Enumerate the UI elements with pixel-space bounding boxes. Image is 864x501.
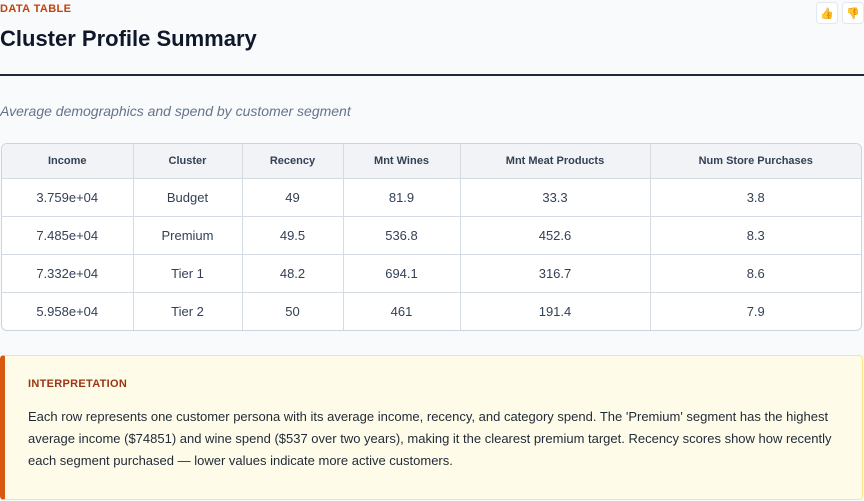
table-cell-mnt-wines: 536.8 <box>343 216 461 255</box>
table-cell-mnt-wines: 81.9 <box>343 178 461 217</box>
table-cell-income: 7.332e+04 <box>2 254 134 293</box>
table-cell-num-store-purchases: 7.9 <box>746 304 765 319</box>
table-cell-mnt-meat-products: 33.3 <box>460 178 651 217</box>
thumbs-up-button[interactable]: 👍 <box>816 2 838 24</box>
table-row: 5.958e+04 Tier 2 50 461 191.4 7.9 <box>2 292 861 330</box>
thumbs-up-icon: 👍 <box>820 6 834 20</box>
page-subtitle: Average demographics and spend by custom… <box>0 103 351 119</box>
title-divider <box>0 74 864 76</box>
column-header-income[interactable]: Income <box>2 144 134 179</box>
table-cell-cluster: Tier 1 <box>133 254 243 293</box>
table-row: 7.332e+04 Tier 1 48.2 694.1 316.7 8.6 <box>2 254 861 293</box>
page-title: Cluster Profile Summary <box>0 26 257 51</box>
table-cell-income: 5.958e+04 <box>2 292 134 330</box>
cluster-profile-table: Income Cluster Recency Mnt Wines Mnt Mea… <box>1 143 862 331</box>
table-cell-mnt-meat-products: 452.6 <box>460 216 651 255</box>
table-cell-recency: 50 <box>242 292 344 330</box>
feedback-buttons: 👍 👎 <box>816 2 864 24</box>
column-header-cluster[interactable]: Cluster <box>133 144 243 179</box>
table-cell-income: 3.759e+04 <box>2 178 134 217</box>
column-header-mnt-wines[interactable]: Mnt Wines <box>343 144 461 179</box>
table-cell-recency: 49.5 <box>242 216 344 255</box>
table-row: 7.485e+04 Premium 49.5 536.8 452.6 8.3 <box>2 216 861 255</box>
table-cell-recency: 48.2 <box>242 254 344 293</box>
table-cell-mnt-meat-products: 316.7 <box>460 254 651 293</box>
table-cell-recency: 49 <box>242 178 344 217</box>
table-cell-mnt-wines: 461 <box>343 292 461 330</box>
interpretation-label: INTERPRETATION <box>28 378 128 390</box>
table-cell-cluster: Budget <box>133 178 243 217</box>
table-cell-mnt-meat-products: 191.4 <box>460 292 651 330</box>
thumbs-down-icon: 👎 <box>846 6 860 20</box>
table-row: 3.759e+04 Budget 49 81.9 33.3 3.8 <box>2 178 861 217</box>
table-cell-num-store-purchases: 8.3 <box>650 216 861 255</box>
thumbs-down-button[interactable]: 👎 <box>842 2 864 24</box>
column-header-recency[interactable]: Recency <box>242 144 344 179</box>
table-cell-mnt-wines: 694.1 <box>343 254 461 293</box>
table-cell-cluster: Tier 2 <box>133 292 243 330</box>
column-header-num-store-purchases[interactable]: Num Store Purchases <box>650 144 861 179</box>
eyebrow-label: DATA TABLE <box>0 3 72 15</box>
table-cell-num-store-purchases: 8.6 <box>650 254 861 293</box>
table-cell-cluster: Premium <box>133 216 243 255</box>
table-cell-income: 7.485e+04 <box>2 216 134 255</box>
column-header-mnt-meat-products[interactable]: Mnt Meat Products <box>460 144 651 179</box>
table-header-row: Income Cluster Recency Mnt Wines Mnt Mea… <box>2 144 861 179</box>
table-cell-num-store-purchases: 3.8 <box>650 178 861 217</box>
interpretation-text: Each row represents one customer persona… <box>28 409 832 468</box>
interpretation-callout: INTERPRETATION Each row represents one c… <box>0 355 863 500</box>
